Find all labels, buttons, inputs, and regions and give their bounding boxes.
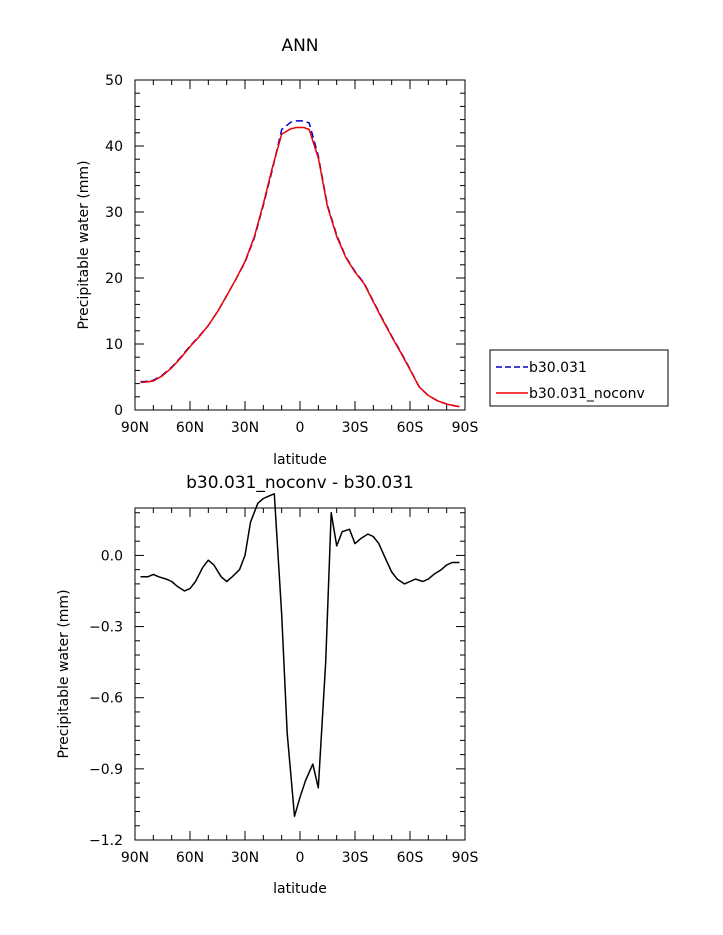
- legend-box: [489, 349, 669, 407]
- top-y-tick-label: 10: [105, 337, 123, 353]
- top-x-tick-label: 30N: [231, 420, 259, 436]
- bottom-x-tick-label: 90S: [452, 850, 479, 866]
- bottom-y-tick-label: −0.9: [89, 762, 123, 778]
- top-y-tick-label: 50: [105, 73, 123, 89]
- bottom-y-tick-label: 0.0: [101, 548, 123, 564]
- top-axis-ticks: 90N 60N 30N 0 30S 60S 90S 0 10 20 30 40 50: [105, 73, 478, 436]
- legend-label-b30-031: b30.031: [529, 360, 587, 376]
- top-y-tick-label: 30: [105, 205, 123, 221]
- bottom-series-group: [140, 493, 460, 818]
- bottom-x-tick-label: 0: [296, 850, 305, 866]
- top-legend: b30.031 b30.031_noconv: [489, 349, 669, 407]
- bottom-x-tick-label: 60S: [397, 850, 424, 866]
- top-series-line-1: [140, 126, 460, 408]
- bottom-x-tick-label: 60N: [176, 850, 204, 866]
- bottom-x-tick-label: 30S: [342, 850, 369, 866]
- top-x-axis-label: latitude: [273, 452, 327, 468]
- legend-label-b30-031-noconv: b30.031_noconv: [529, 386, 645, 402]
- top-x-tick-label: 60N: [176, 420, 204, 436]
- top-x-tick-label: 90S: [452, 420, 479, 436]
- top-x-tick-label: 0: [296, 420, 305, 436]
- top-series-line-0: [140, 120, 460, 408]
- bottom-chart-title: b30.031_noconv - b30.031: [186, 473, 414, 493]
- bottom-x-axis-label: latitude: [273, 881, 327, 897]
- top-x-tick-label: 60S: [397, 420, 424, 436]
- top-chart-title: ANN: [281, 36, 318, 56]
- bottom-y-tick-label: −0.6: [89, 691, 123, 707]
- bottom-y-tick-label: −0.3: [89, 620, 123, 636]
- bottom-axis-ticks: 90N 60N 30N 0 30S 60S 90S −1.2 −0.9 −0.6 −0.3 0.0: [89, 508, 478, 866]
- top-y-tick-label: 40: [105, 139, 123, 155]
- top-series-group: [140, 120, 460, 408]
- bottom-x-tick-label: 30N: [231, 850, 259, 866]
- top-panel: ANN Precipitable water (mm) latitude 90N…: [76, 36, 669, 468]
- bottom-y-tick-label: −1.2: [89, 833, 123, 849]
- top-x-tick-label: 30S: [342, 420, 369, 436]
- top-x-tick-label: 90N: [121, 420, 149, 436]
- top-plot-frame: [134, 79, 466, 411]
- bottom-series-line-0: [140, 493, 460, 818]
- top-y-tick-label: 20: [105, 271, 123, 287]
- bottom-panel: b30.031_noconv - b30.031 Precipitable wa…: [56, 473, 478, 897]
- bottom-x-tick-label: 90N: [121, 850, 149, 866]
- top-y-axis-label: Precipitable water (mm): [76, 160, 92, 329]
- top-y-tick-label: 0: [114, 403, 123, 419]
- bottom-plot-frame: [134, 507, 466, 841]
- bottom-y-axis-label: Precipitable water (mm): [56, 589, 72, 758]
